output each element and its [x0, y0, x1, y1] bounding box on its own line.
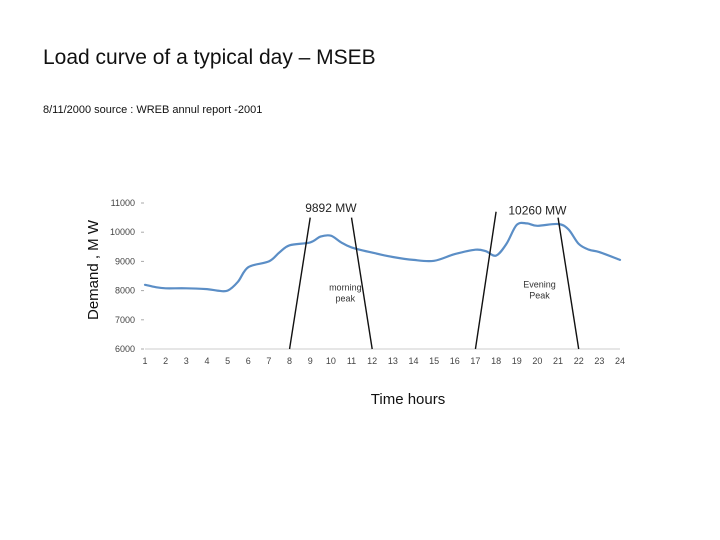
x-tick-label: 20 [532, 356, 542, 366]
x-tick-label: 11 [347, 356, 356, 366]
x-tick-label: 8 [287, 356, 292, 366]
x-tick-label: 22 [574, 356, 584, 366]
x-tick-label: 21 [553, 356, 563, 366]
x-tick-label: 15 [429, 356, 439, 366]
x-tick-label: 13 [388, 356, 398, 366]
x-tick-label: 6 [246, 356, 251, 366]
slide-title: Load curve of a typical day – MSEB [43, 46, 376, 69]
peak-label-annotation: Evening Peak [523, 280, 556, 301]
x-tick-label: 4 [204, 356, 209, 366]
peak-label-annotation: morning peak [329, 283, 362, 304]
y-tick-label: 6000 [115, 344, 135, 354]
y-axis: 6000 7000 8000 9000 10000 11000 [110, 198, 144, 354]
peak-value-annotation: 10260 MW [508, 204, 567, 218]
x-tick-label: 18 [491, 356, 501, 366]
x-tick-label: 24 [615, 356, 625, 366]
y-tick-label: 7000 [115, 315, 135, 325]
y-axis-label: Demand , M W [85, 219, 102, 320]
x-tick-label: 7 [266, 356, 271, 366]
x-tick-label: 3 [184, 356, 189, 366]
x-tick-label: 2 [163, 356, 168, 366]
series-line-demand [143, 221, 622, 293]
x-tick-label: 19 [512, 356, 522, 366]
y-tick-label: 11000 [111, 198, 135, 208]
x-tick-label: 10 [326, 356, 336, 366]
peak-boundary-line [557, 217, 580, 350]
x-tick-label: 23 [594, 356, 604, 366]
x-tick-label: 12 [367, 356, 377, 366]
x-tick-label: 14 [408, 356, 418, 366]
peak-boundary-line [350, 217, 373, 350]
peak-value-annotation: 9892 MW [305, 201, 357, 215]
peak-boundary-line [474, 211, 497, 350]
x-tick-label: 17 [470, 356, 480, 366]
x-axis: 1 2 3 4 5 6 7 8 9 10 11 12 13 14 15 16 17 18 19 20 21 22 23 24 [142, 348, 625, 366]
x-axis-label: Time hours [371, 391, 445, 408]
peak-markers [288, 211, 580, 350]
annotations: 9892 MW 10260 MW morning peak Evening Peak [305, 201, 567, 304]
y-tick-label: 8000 [115, 286, 135, 296]
x-tick-label: 5 [225, 356, 230, 366]
slide-subtitle: 8/11/2000 source : WREB annul report -20… [43, 104, 263, 116]
x-tick-label: 9 [308, 356, 313, 366]
x-tick-label: 1 [142, 356, 147, 366]
x-tick-label: 16 [450, 356, 460, 366]
y-tick-label: 9000 [115, 256, 135, 266]
peak-boundary-line [288, 217, 311, 350]
y-tick-label: 10000 [110, 227, 135, 237]
